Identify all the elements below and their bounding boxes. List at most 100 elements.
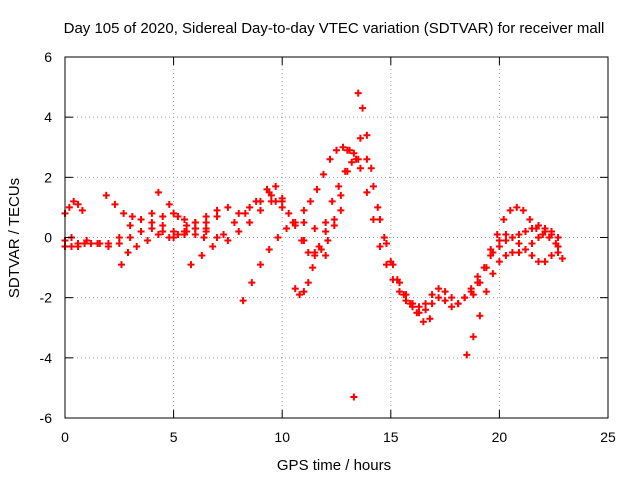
series-track-13 — [354, 89, 434, 326]
data-point — [541, 224, 549, 232]
data-point — [115, 240, 123, 248]
data-point — [548, 227, 556, 235]
data-point — [521, 227, 529, 235]
data-point — [395, 288, 403, 296]
data-point — [541, 258, 549, 266]
data-point — [534, 258, 542, 266]
data-point — [213, 212, 221, 220]
series-track-18 — [495, 221, 562, 251]
data-point — [469, 333, 477, 341]
data-point — [409, 300, 417, 308]
data-point — [487, 246, 495, 254]
data-point — [350, 149, 358, 157]
data-point — [296, 291, 304, 299]
data-point — [322, 252, 330, 260]
data-point — [198, 252, 206, 260]
data-point — [354, 89, 362, 97]
data-point — [104, 240, 112, 248]
y-tick-label: -2 — [40, 290, 53, 306]
data-point — [272, 197, 280, 205]
y-tick-label: 2 — [44, 169, 52, 185]
data-point — [154, 230, 162, 238]
series-track-15 — [463, 227, 562, 359]
data-point — [376, 215, 384, 223]
data-point — [554, 249, 562, 257]
data-point — [174, 230, 182, 238]
grid — [65, 57, 608, 418]
data-point — [435, 294, 443, 302]
data-point — [68, 243, 76, 251]
data-point — [469, 291, 477, 299]
y-tick-label: 4 — [44, 109, 52, 125]
data-point — [519, 206, 527, 214]
data-point — [376, 243, 384, 251]
x-tick-label: 15 — [383, 429, 399, 445]
data-point — [165, 234, 173, 241]
data-point — [87, 240, 95, 248]
data-point — [502, 237, 510, 245]
data-point — [230, 218, 238, 226]
y-tick-label: -4 — [40, 350, 53, 366]
data-point — [337, 206, 345, 214]
data-point — [170, 227, 178, 235]
data-point — [191, 230, 199, 238]
data-points — [61, 89, 566, 401]
series-track-16 — [469, 230, 562, 299]
data-point — [534, 221, 542, 229]
data-point — [291, 285, 299, 293]
data-point — [324, 237, 332, 245]
data-point — [513, 203, 521, 211]
data-point — [339, 143, 347, 151]
data-point — [428, 291, 436, 299]
data-point — [311, 252, 319, 260]
data-point — [300, 206, 308, 214]
data-point — [341, 167, 349, 175]
data-point — [154, 188, 162, 196]
data-point — [476, 312, 484, 320]
data-point — [419, 318, 427, 326]
data-point — [528, 224, 536, 232]
data-point — [534, 234, 542, 241]
data-point — [448, 294, 456, 302]
data-point — [159, 227, 167, 235]
data-point — [191, 224, 199, 232]
data-point — [315, 243, 323, 251]
y-tick-label: 0 — [44, 230, 52, 246]
data-point — [363, 155, 371, 163]
data-point — [495, 258, 503, 266]
data-point — [448, 303, 456, 311]
data-point — [300, 218, 308, 226]
data-point — [356, 134, 364, 142]
data-point — [380, 234, 388, 241]
data-point — [148, 209, 156, 217]
data-point — [382, 261, 390, 269]
data-point — [283, 224, 291, 232]
data-point — [304, 279, 312, 287]
data-point — [285, 209, 293, 217]
data-point — [337, 191, 345, 199]
data-point — [506, 206, 514, 214]
data-point — [191, 218, 199, 226]
data-point — [306, 197, 314, 205]
x-tick-label: 20 — [492, 429, 508, 445]
data-point — [165, 200, 173, 208]
data-point — [213, 206, 221, 214]
data-point — [170, 209, 178, 217]
data-point — [124, 249, 132, 257]
data-point — [495, 243, 503, 251]
data-point — [322, 227, 330, 235]
data-point — [137, 227, 145, 235]
data-point — [148, 224, 156, 232]
data-point — [235, 227, 243, 235]
data-point — [374, 203, 382, 211]
data-point — [144, 237, 152, 245]
data-point — [209, 243, 217, 251]
data-point — [343, 146, 351, 154]
data-point — [241, 209, 249, 217]
data-point — [515, 240, 523, 248]
data-point — [278, 203, 286, 211]
data-point — [428, 300, 436, 308]
data-point — [526, 215, 534, 223]
data-point — [115, 234, 123, 241]
